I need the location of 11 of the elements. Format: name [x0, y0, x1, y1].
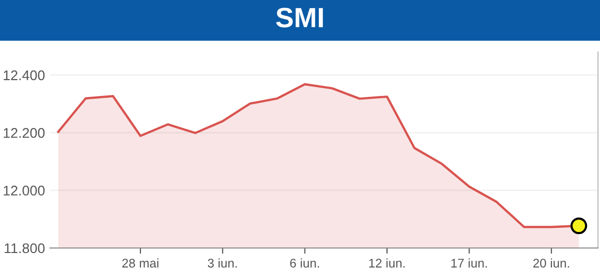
x-tick-label: 3 iun.	[208, 258, 237, 268]
chart-title: SMI	[276, 8, 323, 28]
y-tick-label: 12.400	[4, 70, 45, 80]
x-tick-label: 6 iun.	[290, 258, 319, 268]
x-tick-label: 28 mai	[122, 258, 158, 268]
x-tick-label: 20 iun.	[533, 258, 570, 268]
y-tick-label: 12.000	[4, 186, 45, 196]
y-tick-label: 12.200	[4, 128, 45, 138]
y-tick-label: 11.800	[4, 243, 45, 254]
x-tick-label: 17 iun.	[451, 258, 487, 268]
x-tick-label: 12 iun.	[369, 258, 405, 268]
